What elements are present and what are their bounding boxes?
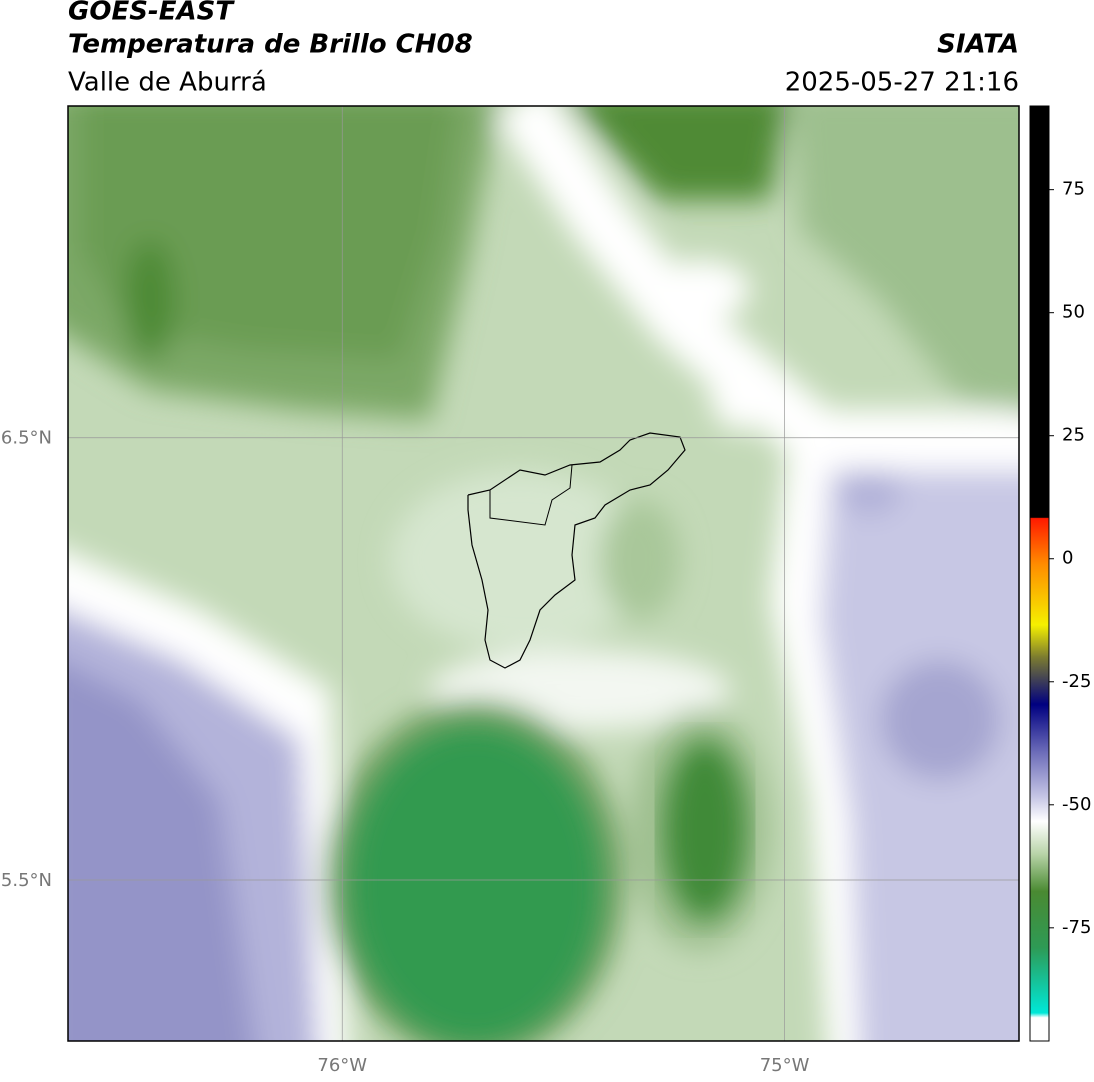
colorbar-tick-label: 25	[1062, 425, 1085, 446]
map-frame	[67, 105, 1020, 1042]
valley-boundary	[467, 432, 686, 669]
subtitle: Temperatura de Brillo CH08	[68, 30, 473, 60]
colorbar-tick-label: -50	[1062, 794, 1091, 815]
lat-tick-label: 5.5°N	[1, 870, 52, 891]
map	[68, 106, 1019, 1041]
title: GOES-EAST	[68, 0, 235, 27]
lon-tick-label: 76°W	[317, 1055, 367, 1076]
lat-tick-label: 6.5°N	[1, 428, 52, 449]
region: Valle de Aburrá	[68, 68, 267, 98]
colorbar-tick-label: -75	[1062, 917, 1091, 938]
source: SIATA	[937, 30, 1019, 60]
colorbar-tick-label: 75	[1062, 179, 1085, 200]
grid	[68, 106, 1019, 1041]
colorbar-tick-label: 0	[1062, 548, 1073, 569]
colorbar-tick-label: 50	[1062, 302, 1085, 323]
colorbar-tick-label: -25	[1062, 671, 1091, 692]
lon-tick-label: 75°W	[760, 1055, 810, 1076]
colorbar	[1029, 105, 1050, 1042]
timestamp: 2025-05-27 21:16	[785, 68, 1019, 98]
